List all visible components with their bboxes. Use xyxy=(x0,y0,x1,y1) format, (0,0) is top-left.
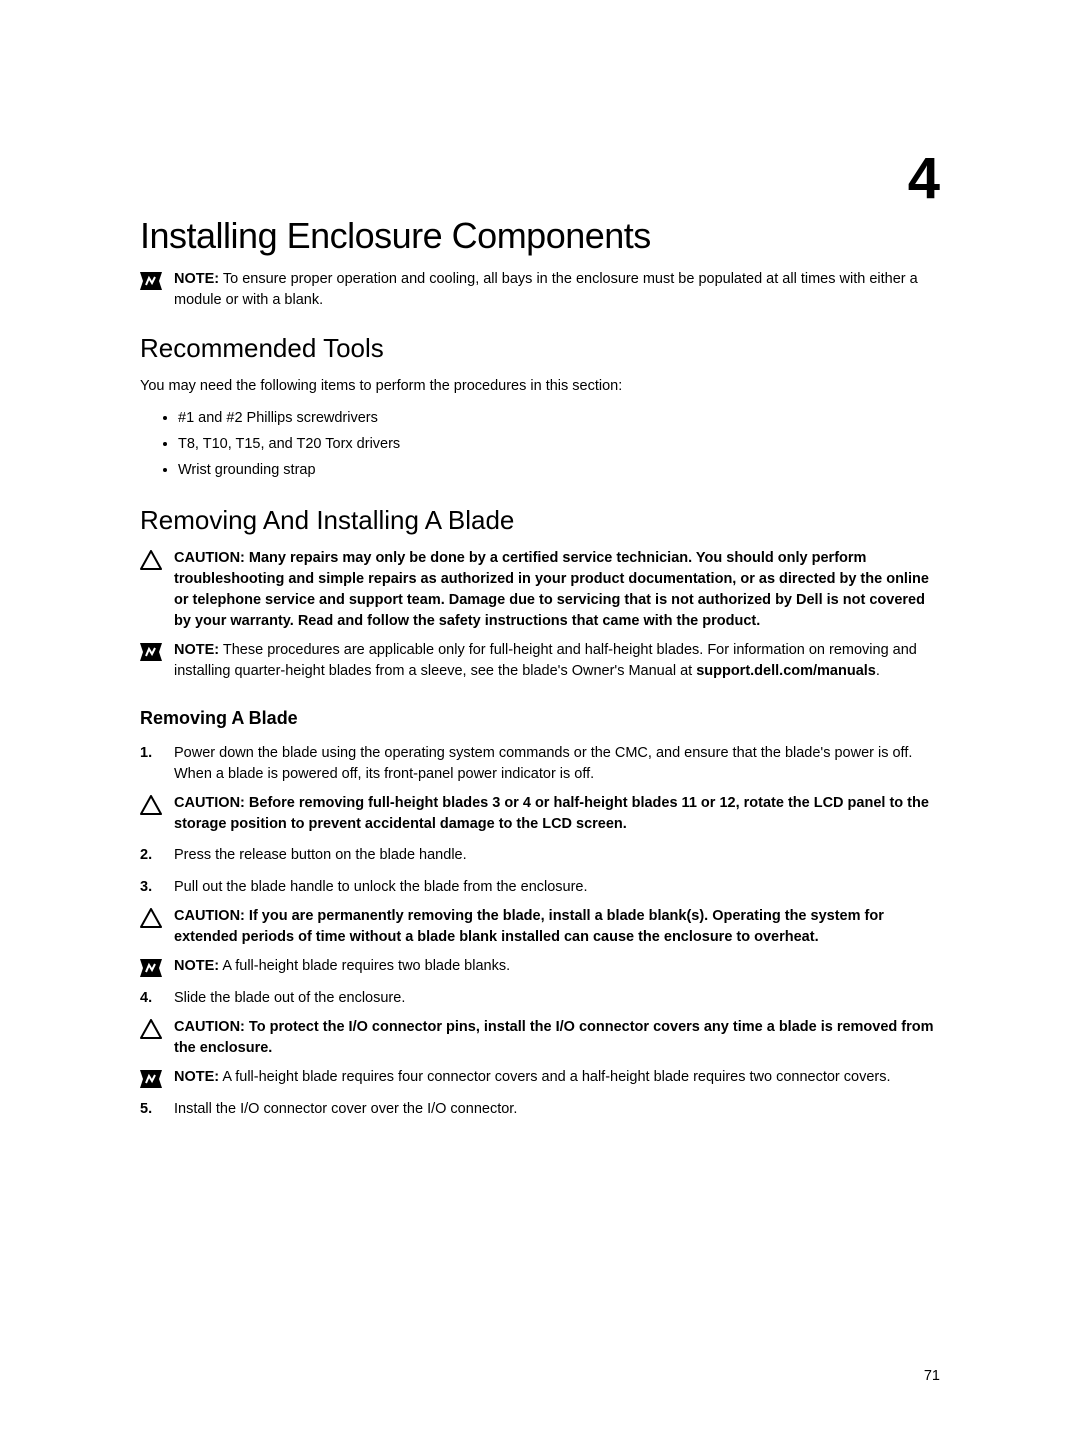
chapter-number: 4 xyxy=(908,145,940,212)
caution-text: CAUTION: If you are permanently removing… xyxy=(174,906,940,948)
caution-text: CAUTION: To protect the I/O connector pi… xyxy=(174,1017,940,1059)
step-number: 4. xyxy=(140,988,152,1009)
note-callout: NOTE: To ensure proper operation and coo… xyxy=(140,269,940,311)
document-page: 4 Installing Enclosure Components NOTE: … xyxy=(0,0,1080,1434)
note-text: NOTE: A full-height blade requires four … xyxy=(174,1067,940,1088)
note-text: NOTE: These procedures are applicable on… xyxy=(174,640,940,682)
caution-icon xyxy=(140,908,162,928)
caution-text: CAUTION: Many repairs may only be done b… xyxy=(174,548,940,632)
list-item: #1 and #2 Phillips screwdrivers xyxy=(178,405,940,431)
caution-icon xyxy=(140,795,162,815)
note-icon xyxy=(140,958,162,978)
step-item: 2. Press the release button on the blade… xyxy=(140,845,940,866)
section-heading-blade: Removing And Installing A Blade xyxy=(140,505,940,536)
page-title: Installing Enclosure Components xyxy=(140,215,940,257)
step-item: 4. Slide the blade out of the enclosure.… xyxy=(140,988,940,1089)
caution-text: CAUTION: Before removing full-height bla… xyxy=(174,793,940,835)
page-number: 71 xyxy=(924,1368,940,1384)
caution-callout: CAUTION: If you are permanently removing… xyxy=(140,906,940,948)
step-number: 3. xyxy=(140,877,152,898)
body-text: You may need the following items to perf… xyxy=(140,376,940,397)
caution-icon xyxy=(140,550,162,570)
step-number: 2. xyxy=(140,845,152,866)
step-text: Slide the blade out of the enclosure. xyxy=(174,990,405,1006)
step-text: Pull out the blade handle to unlock the … xyxy=(174,879,588,895)
note-callout: NOTE: A full-height blade requires four … xyxy=(140,1067,940,1089)
note-icon xyxy=(140,1069,162,1089)
list-item: T8, T10, T15, and T20 Torx drivers xyxy=(178,431,940,457)
section-heading-tools: Recommended Tools xyxy=(140,333,940,364)
step-item: 3. Pull out the blade handle to unlock t… xyxy=(140,877,940,978)
subsection-heading: Removing A Blade xyxy=(140,708,940,729)
note-icon xyxy=(140,642,162,662)
note-icon xyxy=(140,271,162,291)
note-text: NOTE: To ensure proper operation and coo… xyxy=(174,269,940,311)
list-item: Wrist grounding strap xyxy=(178,457,940,483)
step-item: 5. Install the I/O connector cover over … xyxy=(140,1099,940,1120)
tools-list: #1 and #2 Phillips screwdrivers T8, T10,… xyxy=(178,405,940,483)
step-number: 5. xyxy=(140,1099,152,1120)
step-text: Press the release button on the blade ha… xyxy=(174,847,467,863)
step-text: Power down the blade using the operating… xyxy=(174,745,912,782)
step-item: 1. Power down the blade using the operat… xyxy=(140,743,940,835)
step-number: 1. xyxy=(140,743,152,764)
caution-callout: CAUTION: Many repairs may only be done b… xyxy=(140,548,940,632)
caution-callout: CAUTION: Before removing full-height bla… xyxy=(140,793,940,835)
caution-icon xyxy=(140,1019,162,1039)
step-text: Install the I/O connector cover over the… xyxy=(174,1101,517,1117)
note-callout: NOTE: These procedures are applicable on… xyxy=(140,640,940,682)
procedure-steps: 1. Power down the blade using the operat… xyxy=(140,743,940,1119)
note-callout: NOTE: A full-height blade requires two b… xyxy=(140,956,940,978)
caution-callout: CAUTION: To protect the I/O connector pi… xyxy=(140,1017,940,1059)
note-text: NOTE: A full-height blade requires two b… xyxy=(174,956,940,977)
